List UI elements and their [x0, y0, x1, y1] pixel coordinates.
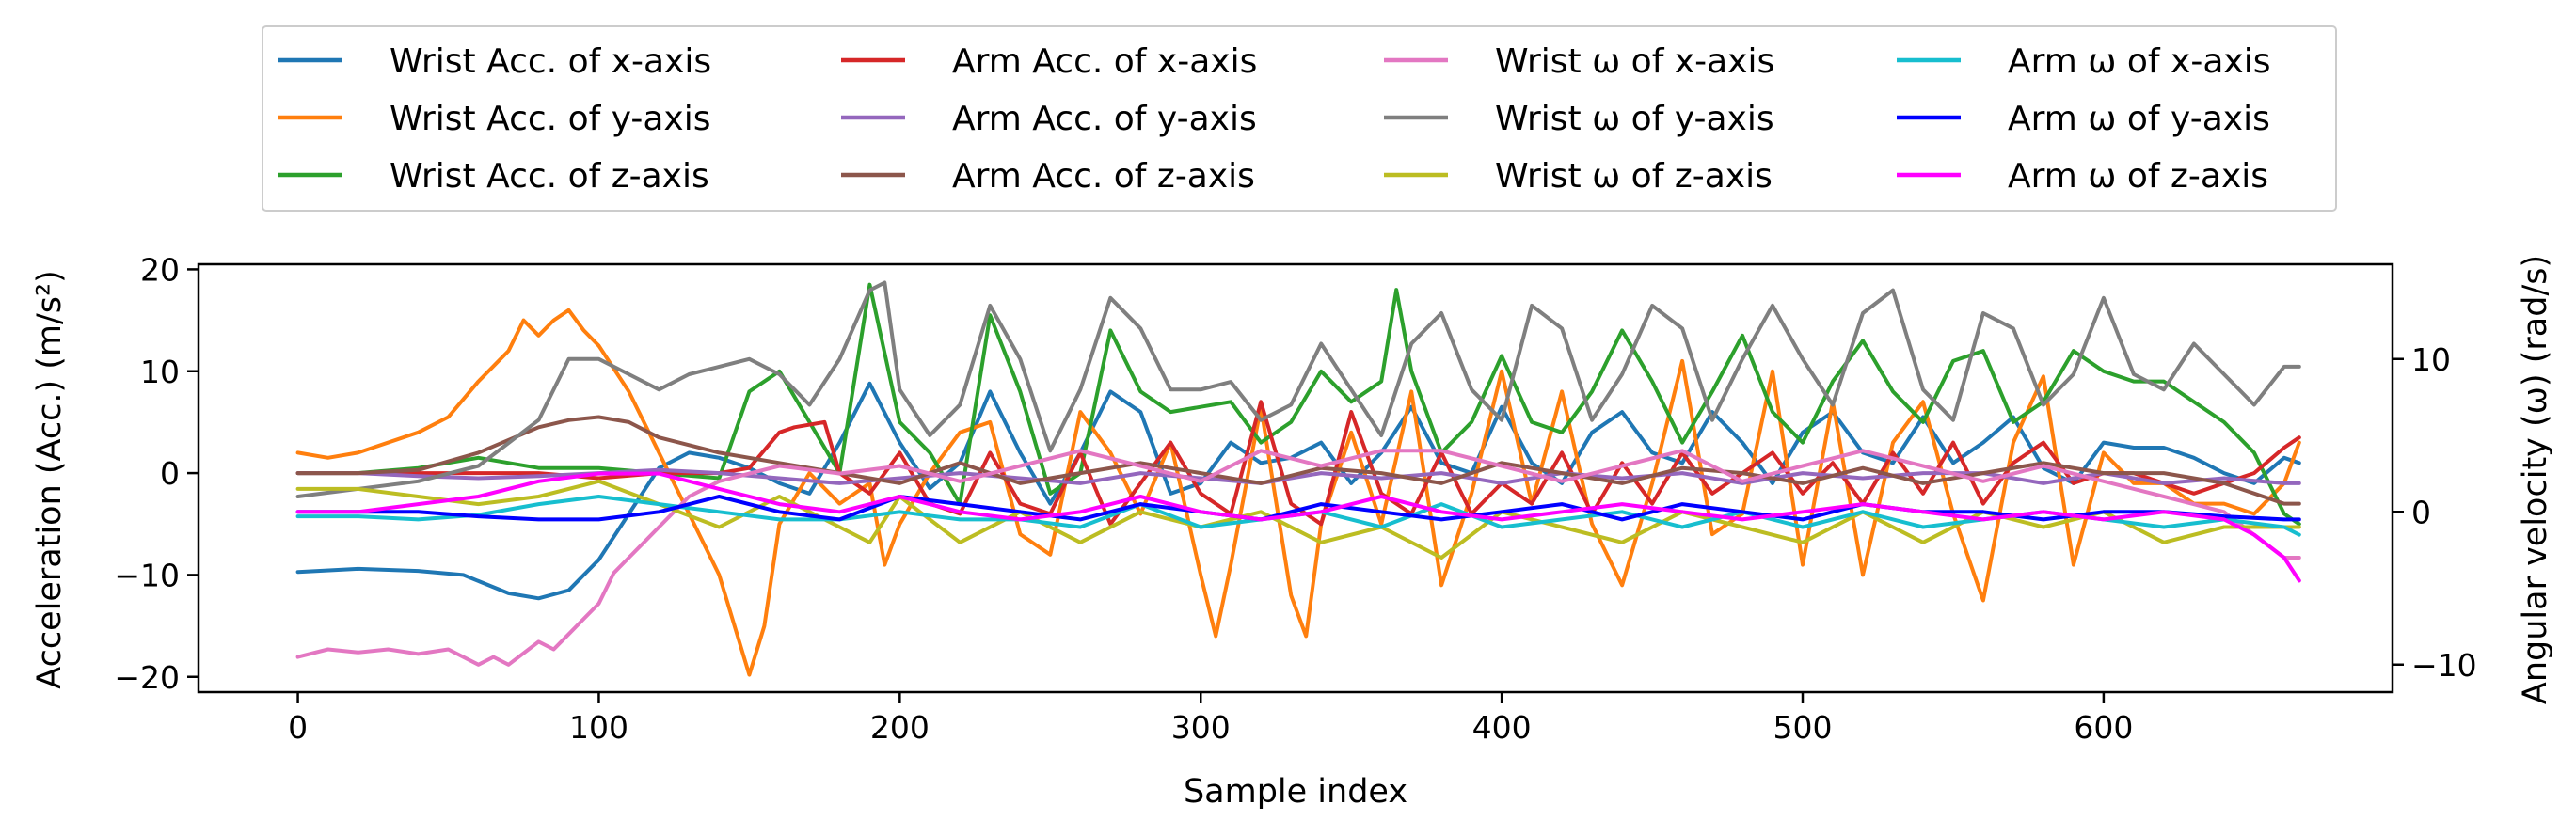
- legend-label: Arm ω of x-axis: [2008, 42, 2270, 81]
- x-axis-label: Sample index: [1184, 773, 1407, 811]
- x-tick-label: 200: [870, 709, 930, 746]
- legend-entry-arm-omega-of-z-axis: Arm ω of z-axis: [1897, 157, 2268, 196]
- y-tick-label: −20: [114, 659, 180, 696]
- x-tick-label: 500: [1773, 709, 1833, 746]
- y2-tick-label: −10: [2411, 647, 2477, 684]
- legend-label: Wrist Acc. of z-axis: [390, 157, 709, 196]
- x-axis-ticks: 0 100 200 300 400 500 600: [288, 692, 2133, 746]
- x-tick-label: 300: [1171, 709, 1231, 746]
- y-tick-label: 20: [140, 251, 180, 288]
- legend-entry-arm-omega-of-x-axis: Arm ω of x-axis: [1897, 42, 2270, 81]
- legend-label: Wrist Acc. of y-axis: [390, 100, 711, 138]
- legend-entry-arm-acc-of-y-axis: Arm Acc. of y-axis: [841, 100, 1257, 138]
- y-tick-label: −10: [114, 557, 180, 593]
- series-line-wrist-acc-of-x-axis: [295, 381, 2301, 601]
- legend-label: Arm Acc. of x-axis: [952, 42, 1257, 81]
- series-line-arm-omega-of-z-axis: [295, 471, 2301, 583]
- legend-label: Arm ω of y-axis: [2008, 100, 2270, 138]
- y2-tick-label: 10: [2411, 341, 2451, 378]
- legend-entry-wrist-acc-of-z-axis: Wrist Acc. of z-axis: [278, 157, 709, 196]
- x-tick-label: 600: [2074, 709, 2133, 746]
- y-axis-left-label: Acceleration (Acc.) (m/s²): [31, 270, 69, 688]
- series-group: [295, 280, 2301, 677]
- legend: Wrist Acc. of x-axis Wrist Acc. of y-axis…: [262, 25, 2337, 212]
- y2-tick-label: 0: [2411, 494, 2431, 530]
- legend-entry-wrist-omega-of-x-axis: Wrist ω of x-axis: [1384, 42, 1774, 81]
- series-line-wrist-acc-of-z-axis: [295, 282, 2301, 527]
- legend-label: Wrist ω of y-axis: [1495, 100, 1774, 138]
- y-tick-label: 10: [140, 354, 180, 390]
- plot-frame: [197, 262, 2394, 694]
- legend-entry-wrist-omega-of-z-axis: Wrist ω of z-axis: [1384, 157, 1773, 196]
- legend-entry-wrist-omega-of-y-axis: Wrist ω of y-axis: [1384, 100, 1774, 138]
- legend-label: Wrist ω of z-axis: [1495, 157, 1773, 196]
- x-tick-label: 0: [288, 709, 308, 746]
- legend-entry-arm-omega-of-y-axis: Arm ω of y-axis: [1897, 100, 2270, 138]
- y-axis-right-label: Angular velocity (ω) (rad/s): [2517, 255, 2554, 704]
- x-tick-label: 100: [569, 709, 628, 746]
- series-line-wrist-omega-of-x-axis: [295, 449, 2301, 667]
- legend-entry-arm-acc-of-z-axis: Arm Acc. of z-axis: [841, 157, 1255, 196]
- y-tick-label: 0: [160, 455, 180, 492]
- x-tick-label: 400: [1472, 709, 1532, 746]
- y-axis-left-ticks: −20 −10 0 10 20: [114, 251, 199, 696]
- legend-label: Wrist Acc. of x-axis: [390, 42, 711, 81]
- series-line-wrist-acc-of-y-axis: [295, 308, 2301, 677]
- legend-entry-wrist-acc-of-y-axis: Wrist Acc. of y-axis: [278, 100, 711, 138]
- legend-entry-arm-acc-of-x-axis: Arm Acc. of x-axis: [841, 42, 1257, 81]
- legend-entry-wrist-acc-of-x-axis: Wrist Acc. of x-axis: [278, 42, 711, 81]
- legend-frame: [262, 25, 2337, 212]
- legend-label: Arm Acc. of z-axis: [952, 157, 1255, 196]
- legend-label: Arm Acc. of y-axis: [952, 100, 1257, 138]
- y-axis-right-ticks: −10 0 10: [2393, 341, 2477, 684]
- legend-label: Wrist ω of x-axis: [1495, 42, 1774, 81]
- legend-label: Arm ω of z-axis: [2008, 157, 2268, 196]
- series-line-wrist-omega-of-y-axis: [295, 280, 2301, 498]
- series-line-arm-omega-of-y-axis: [295, 495, 2301, 522]
- series-line-arm-acc-of-z-axis: [295, 415, 2301, 506]
